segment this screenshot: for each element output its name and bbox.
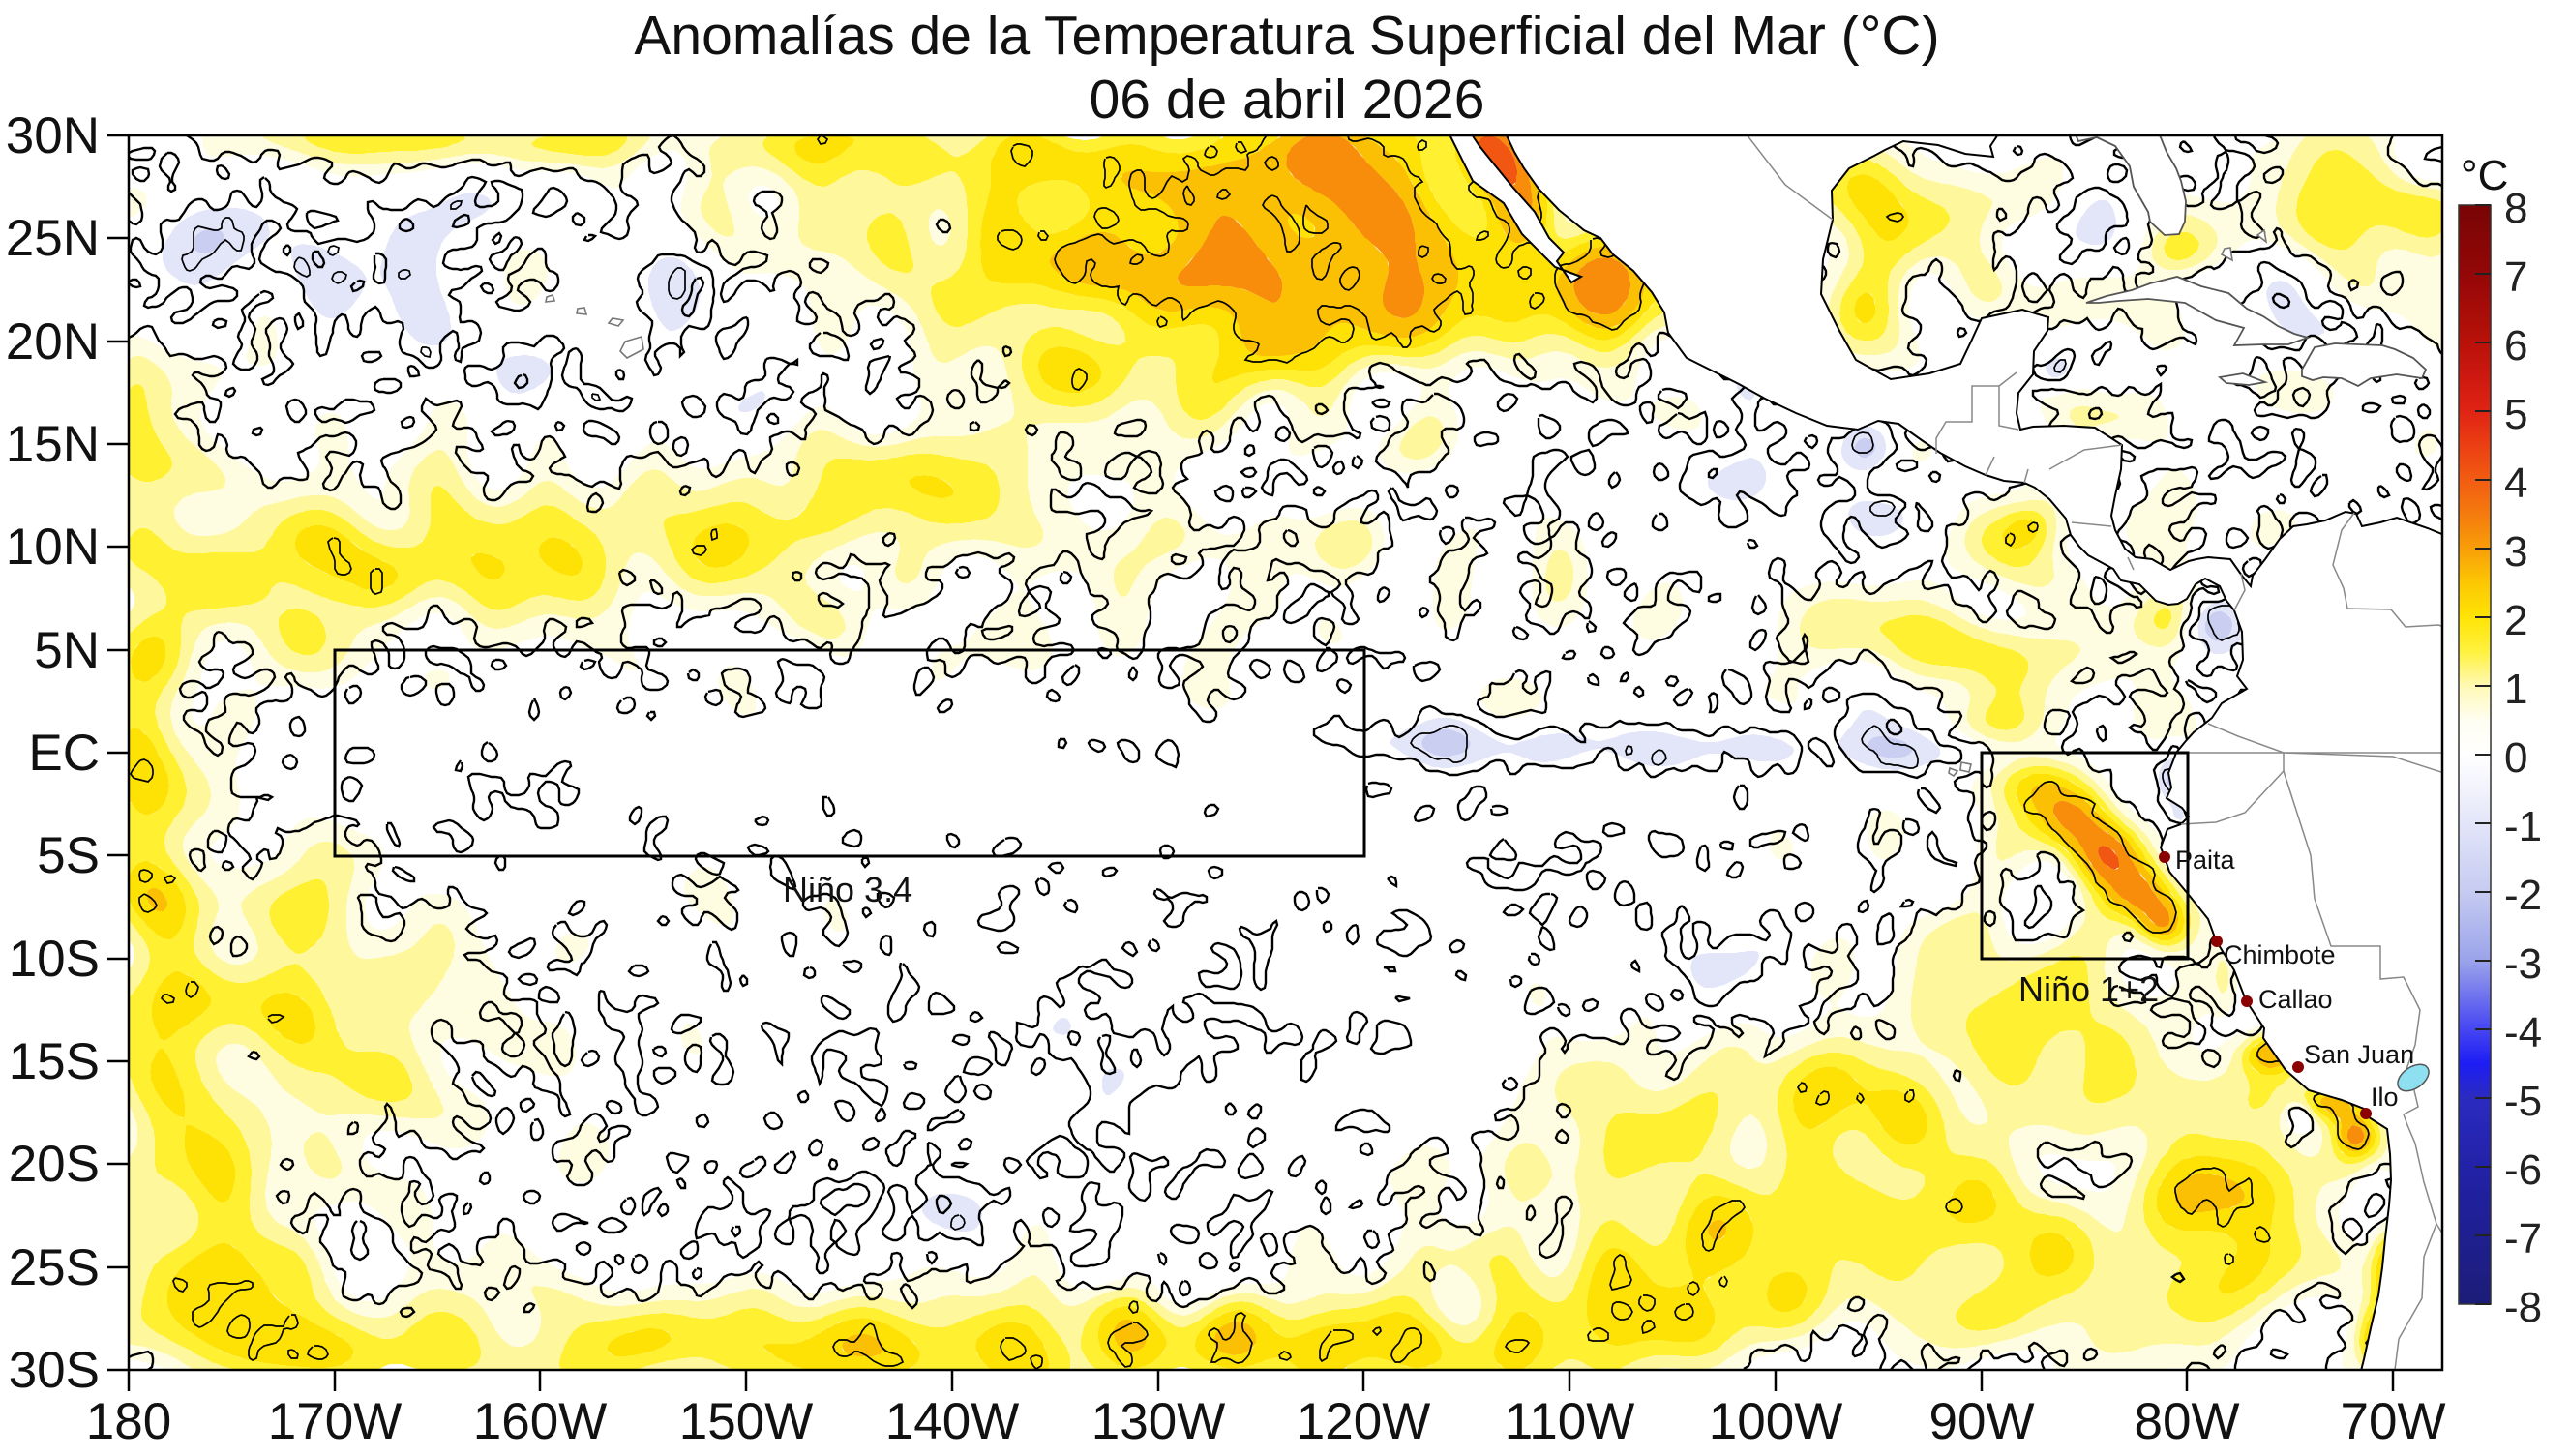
svg-text:8: 8	[2504, 185, 2527, 232]
svg-text:15S: 15S	[9, 1033, 100, 1090]
svg-text:-1: -1	[2504, 803, 2542, 850]
svg-text:-3: -3	[2504, 940, 2542, 988]
svg-text:5S: 5S	[37, 827, 100, 884]
svg-text:20S: 20S	[9, 1136, 100, 1193]
svg-text:3: 3	[2504, 528, 2527, 576]
svg-text:4: 4	[2504, 460, 2527, 507]
svg-text:-4: -4	[2504, 1009, 2542, 1056]
svg-text:06 de abril 2026: 06 de abril 2026	[1090, 69, 1485, 131]
svg-text:Paita: Paita	[2175, 846, 2236, 875]
svg-text:100W: 100W	[1709, 1393, 1842, 1450]
svg-text:EC: EC	[28, 725, 100, 782]
svg-text:110W: 110W	[1505, 1393, 1635, 1450]
svg-text:80W: 80W	[2135, 1393, 2240, 1450]
svg-text:10N: 10N	[6, 519, 100, 576]
svg-text:30S: 30S	[9, 1342, 100, 1399]
svg-text:7: 7	[2504, 253, 2527, 301]
svg-text:Niño 1+2: Niño 1+2	[2018, 969, 2159, 1009]
svg-text:20N: 20N	[6, 313, 100, 371]
svg-text:5: 5	[2504, 391, 2527, 438]
svg-text:0: 0	[2504, 734, 2527, 782]
svg-text:140W: 140W	[885, 1393, 1019, 1450]
svg-text:15N: 15N	[6, 416, 100, 473]
svg-text:San Juan: San Juan	[2304, 1040, 2414, 1069]
svg-text:130W: 130W	[1091, 1393, 1225, 1450]
svg-text:10S: 10S	[9, 931, 100, 988]
svg-text:5N: 5N	[34, 622, 100, 679]
svg-text:-8: -8	[2504, 1284, 2542, 1331]
svg-text:120W: 120W	[1297, 1393, 1430, 1450]
svg-text:6: 6	[2504, 322, 2527, 370]
svg-text:2: 2	[2504, 597, 2527, 644]
svg-text:Ilo: Ilo	[2371, 1083, 2399, 1112]
svg-text:70W: 70W	[2341, 1393, 2446, 1450]
svg-text:-7: -7	[2504, 1215, 2542, 1263]
svg-text:-2: -2	[2504, 872, 2542, 919]
svg-text:30N: 30N	[6, 107, 100, 164]
svg-text:25N: 25N	[6, 210, 100, 267]
svg-text:Anomalías de la Temperatura Su: Anomalías de la Temperatura Superficial …	[634, 5, 1939, 67]
svg-text:-5: -5	[2504, 1078, 2542, 1125]
svg-text:150W: 150W	[679, 1393, 813, 1450]
svg-text:170W: 170W	[268, 1393, 402, 1450]
svg-text:25S: 25S	[9, 1239, 100, 1296]
svg-text:160W: 160W	[473, 1393, 607, 1450]
svg-text:Chimbote: Chimbote	[2224, 940, 2336, 969]
svg-text:Callao: Callao	[2258, 985, 2333, 1014]
svg-text:1: 1	[2504, 666, 2527, 713]
svg-text:Niño 3.4: Niño 3.4	[783, 870, 912, 909]
svg-text:-6: -6	[2504, 1146, 2542, 1194]
svg-text:°C: °C	[2461, 152, 2508, 199]
svg-text:180: 180	[86, 1393, 171, 1450]
svg-text:90W: 90W	[1929, 1393, 2035, 1450]
